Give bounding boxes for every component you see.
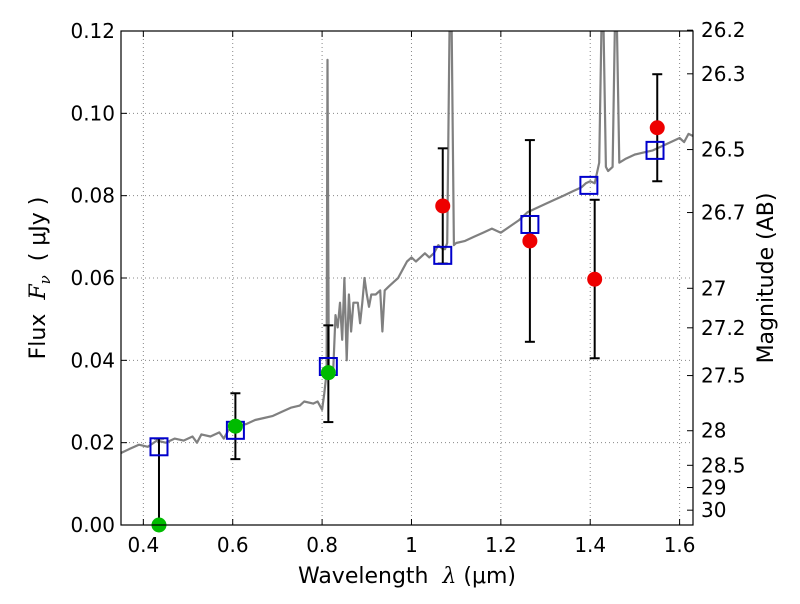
x-axis-label-symbol: λ xyxy=(441,564,456,589)
mag-tick-label: 26.2 xyxy=(701,18,746,42)
data-marks xyxy=(149,73,665,533)
observed-point xyxy=(435,198,451,214)
mag-tick-label: 28 xyxy=(701,419,726,443)
x-axis-label-unit: (μm) xyxy=(456,564,516,589)
observed-point xyxy=(522,233,538,249)
mag-tick-label: 27.2 xyxy=(701,316,746,340)
mag-tick-label: 27.5 xyxy=(701,364,746,388)
y-axis-label-unit: ( μJy ) xyxy=(26,197,51,276)
plot-area xyxy=(121,31,693,454)
y-tick-label: 0.04 xyxy=(70,348,115,372)
model-point xyxy=(645,140,665,160)
x-axis-label-prefix: Wavelength xyxy=(298,564,443,589)
y-tick-label: 0.02 xyxy=(70,431,115,455)
x-tick-label: 1.6 xyxy=(664,533,696,557)
y-tick-label: 0.08 xyxy=(70,184,115,208)
y-axis-label-subscript: ν xyxy=(36,275,54,284)
y-tick-label: 0.00 xyxy=(70,513,115,537)
x-tick-label: 0.6 xyxy=(217,533,249,557)
spectrum-line xyxy=(121,31,693,454)
mag-tick-label: 26.5 xyxy=(701,138,746,162)
x-axis-label: Wavelength λ (μm) xyxy=(298,564,516,589)
y2-axis-label: Magnitude (AB) xyxy=(754,193,779,364)
mag-tick-label: 26.7 xyxy=(701,201,746,225)
mag-tick-label: 28.5 xyxy=(701,453,746,477)
x-tick-label: 1.2 xyxy=(485,533,517,557)
mag-tick-label: 26.3 xyxy=(701,62,746,86)
model-point xyxy=(579,175,599,195)
y-axis-label-prefix: Flux xyxy=(26,300,51,360)
observed-point xyxy=(649,120,665,136)
grid xyxy=(121,30,693,526)
observed-point xyxy=(227,418,243,434)
y-tick-label: 0.10 xyxy=(70,101,115,125)
y-axis-label: Flux Fν ( μJy ) xyxy=(26,197,54,360)
mag-tick-label: 29 xyxy=(701,476,726,500)
model-point xyxy=(433,245,453,265)
x-tick-label: 1.4 xyxy=(574,533,606,557)
mag-tick-label: 27 xyxy=(701,276,726,300)
plot-frame xyxy=(120,30,694,526)
x-tick-label: 0.8 xyxy=(306,533,338,557)
observed-point xyxy=(587,271,603,287)
y-tick-label: 0.06 xyxy=(70,266,115,290)
model-point xyxy=(149,437,169,457)
y-tick-label: 0.12 xyxy=(70,19,115,43)
axis-ticks: 0.4 0.6 0.8 1 1.2 1.4 1.6 0.00 0.02 0.04 0.06 0.08 0… xyxy=(70,18,745,557)
x-tick-label: 1 xyxy=(405,533,418,557)
observed-point xyxy=(320,365,336,381)
model-point xyxy=(520,214,540,234)
y-axis-label-symbol: F xyxy=(26,284,51,301)
error-bar xyxy=(153,437,164,526)
mag-tick-label: 30 xyxy=(701,498,726,522)
x-tick-label: 0.4 xyxy=(127,533,159,557)
